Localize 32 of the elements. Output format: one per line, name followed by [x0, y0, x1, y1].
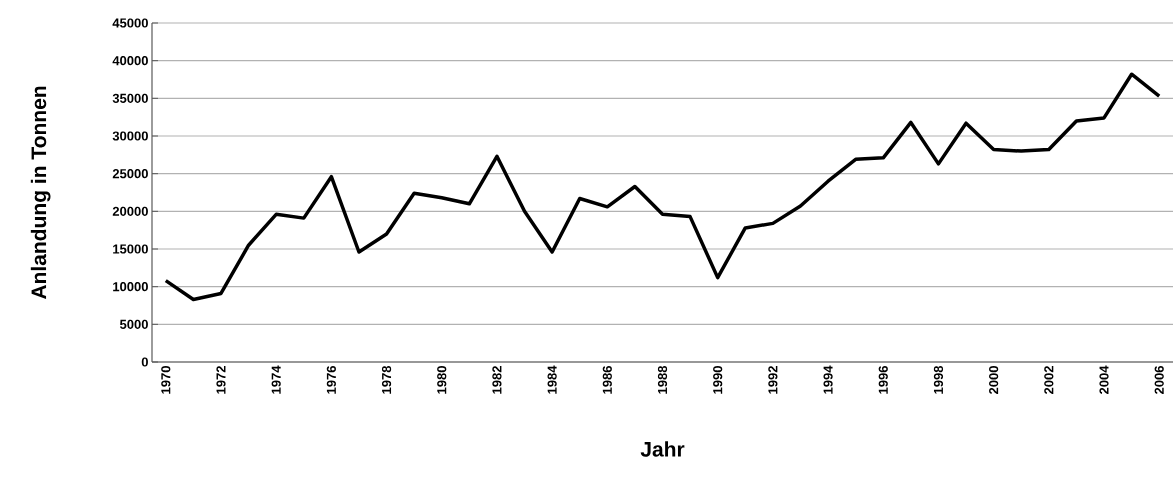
x-tick-label: 1992	[768, 366, 778, 394]
x-tick-label: 2006	[1154, 365, 1164, 394]
x-tick-label: 2000	[989, 366, 999, 394]
x-tick-label: 1998	[933, 365, 944, 394]
x-tick-label: 1986	[602, 365, 612, 394]
y-tick-label: 45000	[112, 18, 148, 28]
x-tick-label: 1984	[547, 365, 557, 394]
y-tick-label: 0	[141, 357, 148, 367]
y-tick-label: 5000	[119, 319, 148, 329]
x-tick-label: 1978	[381, 365, 392, 394]
line-series	[164, 72, 1161, 302]
y-tick-label: 35000	[112, 93, 148, 103]
y-tick-label: 30000	[112, 131, 148, 141]
x-tick-label: 2004	[1099, 365, 1109, 394]
y-tick-label: 25000	[112, 169, 148, 179]
x-tick-label: 1994	[823, 365, 833, 394]
x-tick-label: 1996	[878, 365, 888, 394]
x-tick-label: 2002	[1044, 366, 1054, 394]
y-tick-label: 10000	[113, 282, 148, 292]
x-tick-label: 1976	[326, 365, 336, 394]
y-axis-title: Anlandung in Tonnen	[30, 86, 51, 300]
x-tick-label: 1972	[216, 366, 226, 394]
x-tick-label: 1974	[271, 365, 281, 394]
x-tick-label: 1970	[161, 366, 171, 394]
x-tick-label: 1990	[713, 366, 723, 394]
y-tick-label: 20000	[112, 206, 148, 216]
x-tick-label: 1982	[492, 366, 502, 394]
x-tick-label: 1988	[657, 365, 668, 394]
y-tick-label: 40000	[112, 56, 148, 66]
y-tick-label: 15000	[113, 244, 148, 254]
x-tick-label: 1980	[437, 366, 447, 394]
x-axis-title: Jahr	[640, 441, 685, 457]
